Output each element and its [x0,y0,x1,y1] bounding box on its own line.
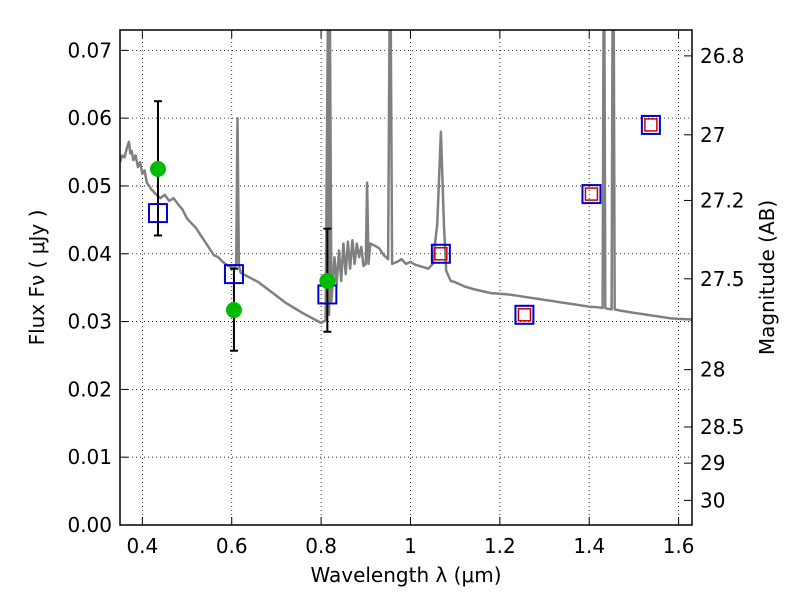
model-photometry-square [581,184,602,205]
model-spectrum-line [120,30,692,325]
right-axis-title: Magnitude (AB) [755,200,779,355]
observed-ir-square [584,187,599,201]
y-tick-label: 0.04 [67,242,112,266]
right-tick-label: 28.5 [700,415,745,439]
model-photometry-square [430,243,451,264]
x-tick-label: 0.6 [216,534,248,558]
model-photometry-square [147,203,168,224]
right-tick-label: 27.5 [700,267,745,291]
right-tick-label: 27 [700,123,725,147]
right-tick-label: 29 [700,451,725,475]
y-tick-label: 0.03 [67,310,112,334]
observed-photometry-point [319,272,336,289]
y-tick-label: 0.07 [67,38,112,62]
x-tick-label: 1.6 [663,534,695,558]
model-photometry-square [640,114,661,135]
observed-photometry-point [225,302,242,319]
y-tick-label: 0.02 [67,377,112,401]
model-photometry-square [514,304,535,325]
x-tick-label: 0.8 [305,534,337,558]
tick-layer: 0.4 0.6 0.8 1 1.2 1.4 1.6 0.00 0.01 0.02 0.03 0.04 0… [67,30,745,558]
x-axis-title: Wavelength λ (μm) [310,563,501,587]
x-tick-label: 0.4 [126,534,158,558]
observed-ir-square [434,247,448,261]
x-tick-label: 1 [404,534,417,558]
y-tick-label: 0.05 [67,174,112,198]
right-tick-label: 27.2 [700,188,745,212]
y-axis-title: Flux Fν ( μJy ) [25,210,49,346]
right-tick-label: 30 [700,488,725,512]
x-tick-label: 1.4 [573,534,605,558]
observed-ir-square [644,118,658,132]
right-tick-label: 26.8 [700,44,745,68]
observed-photometry-point [149,161,166,178]
spectrum-layer [120,30,692,325]
x-tick-label: 1.2 [484,534,516,558]
y-tick-label: 0.06 [67,106,112,130]
plot-frame [119,29,693,526]
model-photometry-square [223,264,244,285]
marker-layer [147,114,661,325]
y-tick-label: 0.01 [67,445,112,469]
observed-ir-square [517,308,532,322]
y-tick-label: 0.00 [67,513,112,537]
right-tick-label: 28 [700,358,725,382]
